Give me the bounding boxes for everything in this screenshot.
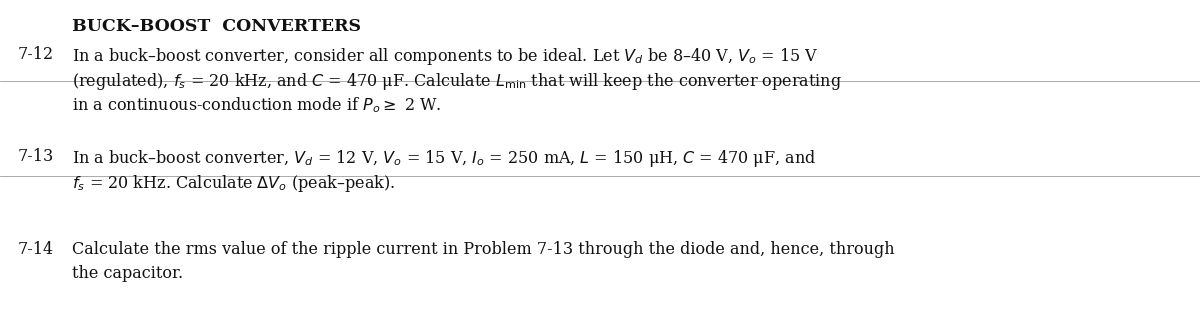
- Text: In a buck–boost converter, consider all components to be ideal. Let $V_d$ be 8–4: In a buck–boost converter, consider all …: [72, 46, 818, 67]
- Text: (regulated), $f_s$ = 20 kHz, and $C$ = 470 μF. Calculate $L_{\mathrm{min}}$ that: (regulated), $f_s$ = 20 kHz, and $C$ = 4…: [72, 71, 842, 91]
- Text: BUCK–BOOST  CONVERTERS: BUCK–BOOST CONVERTERS: [72, 18, 361, 35]
- Text: 7-12: 7-12: [18, 46, 54, 63]
- Text: Calculate the rms value of the ripple current in Problem 7-13 through the diode : Calculate the rms value of the ripple cu…: [72, 241, 895, 258]
- Text: the capacitor.: the capacitor.: [72, 265, 184, 283]
- Text: 7-14: 7-14: [18, 241, 54, 258]
- Text: In a buck–boost converter, $V_d$ = 12 V, $V_o$ = 15 V, $I_o$ = 250 mA, $L$ = 150: In a buck–boost converter, $V_d$ = 12 V,…: [72, 148, 816, 169]
- Text: in a continuous-conduction mode if $P_o \geq$ 2 W.: in a continuous-conduction mode if $P_o …: [72, 95, 442, 115]
- Text: 7-13: 7-13: [18, 148, 54, 165]
- Text: $f_s$ = 20 kHz. Calculate $\Delta V_o$ (peak–peak).: $f_s$ = 20 kHz. Calculate $\Delta V_o$ (…: [72, 172, 395, 194]
